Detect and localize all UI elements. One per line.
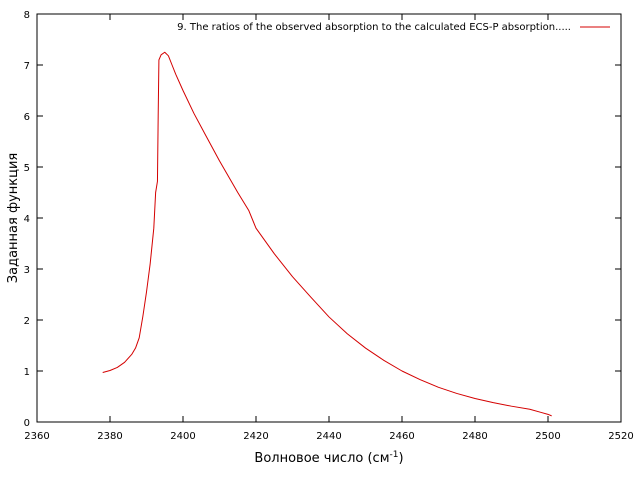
y-tick-label: 2 <box>24 316 30 327</box>
plot-area-frame <box>36 13 622 423</box>
axis-ticks <box>37 14 621 422</box>
y-tick-label: 1 <box>24 367 30 378</box>
x-tick-label: 2400 <box>170 431 195 442</box>
legend: 9. The ratios of the observed absorption… <box>177 22 610 33</box>
x-tick-label: 2440 <box>316 431 341 442</box>
y-tick-label: 7 <box>24 61 30 72</box>
x-tick-label: 2520 <box>608 431 633 442</box>
legend-label: 9. The ratios of the observed absorption… <box>177 22 571 33</box>
x-axis-title: Волновое число (см-1) <box>254 450 403 466</box>
y-tick-label: 8 <box>24 10 30 21</box>
x-axis-title-superscript: -1 <box>390 450 399 460</box>
y-tick-label: 3 <box>24 265 30 276</box>
y-tick-label: 6 <box>24 112 30 123</box>
y-axis-title: Заданная функция <box>6 153 21 283</box>
x-tick-label: 2360 <box>24 431 49 442</box>
x-tick-label: 2460 <box>389 431 414 442</box>
x-axis-title-main: Волновое число (см <box>254 451 389 466</box>
y-tick-label: 4 <box>24 214 30 225</box>
series-layer <box>102 51 552 417</box>
y-tick-label: 0 <box>24 418 30 429</box>
x-tick-label: 2420 <box>243 431 268 442</box>
x-tick-label: 2480 <box>462 431 487 442</box>
x-tick-labels: 2360 2380 2400 2420 2440 2460 2480 2500 2520 <box>24 431 633 442</box>
x-tick-label: 2500 <box>535 431 560 442</box>
x-axis-title-close: ) <box>398 451 403 466</box>
y-tick-label: 5 <box>24 163 30 174</box>
x-tick-label: 2380 <box>97 431 122 442</box>
series-line <box>102 51 552 417</box>
y-tick-labels: 0 1 2 3 4 5 6 7 8 <box>24 10 30 429</box>
